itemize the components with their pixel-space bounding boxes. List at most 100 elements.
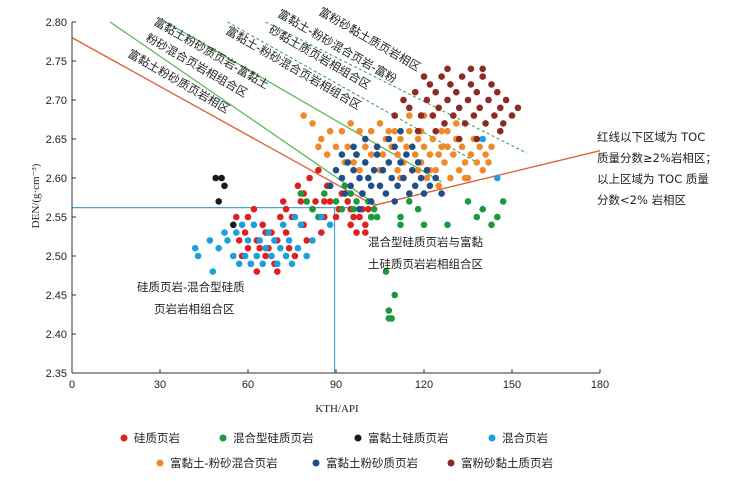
green-dashed-line-2	[265, 21, 527, 154]
point-s4-66	[315, 143, 322, 151]
point-s0-0	[233, 213, 240, 221]
point-s6-43	[420, 73, 428, 80]
y-tick-label-9: 2.80	[46, 17, 67, 29]
point-s1-27	[444, 221, 451, 229]
point-s4-48	[473, 159, 481, 166]
point-s4-7	[347, 120, 355, 127]
zone-label-lower-right-line1: 混合型硅质页岩与富黏	[368, 235, 483, 249]
point-s6-14	[453, 88, 460, 96]
point-s1-16	[373, 213, 381, 221]
point-s6-28	[494, 88, 501, 96]
point-s3-30	[297, 221, 305, 229]
x-tick-label-1: 30	[154, 379, 166, 391]
point-s1-19	[385, 307, 393, 314]
point-s5-15	[376, 182, 384, 190]
point-s0-6	[250, 205, 258, 213]
note-line4: 分数<2% 岩相区	[597, 193, 686, 207]
point-s4-21	[394, 151, 401, 158]
point-s4-46	[467, 151, 475, 158]
point-s0-38	[347, 221, 355, 229]
point-s6-35	[467, 65, 475, 73]
point-s4-6	[344, 143, 352, 151]
point-s1-9	[347, 190, 355, 197]
y-tick-label-4: 2.55	[46, 212, 67, 224]
point-s5-23	[400, 174, 407, 182]
point-s5-5	[347, 182, 355, 190]
point-s0-19	[285, 244, 293, 252]
point-s5-11	[365, 174, 372, 182]
point-s3-21	[271, 237, 278, 244]
point-s0-1	[235, 237, 243, 244]
point-s6-27	[491, 112, 498, 119]
legend-label-5: 富黏土粉砂质页岩	[326, 456, 418, 470]
point-s5-40	[338, 151, 346, 158]
point-s4-57	[453, 120, 460, 127]
point-s1-31	[488, 221, 495, 229]
y-tick-label-2: 2.45	[46, 290, 67, 302]
point-s6-6	[429, 112, 437, 119]
point-s5-9	[359, 190, 366, 197]
y-tick-label-0: 2.35	[46, 368, 67, 380]
point-s3-13	[247, 260, 255, 268]
point-s4-25	[406, 127, 413, 135]
point-s5-0	[326, 182, 334, 190]
green-line-1	[109, 21, 378, 206]
point-s4-34	[432, 166, 440, 174]
point-s3-31	[303, 252, 311, 260]
point-s5-16	[379, 166, 387, 174]
point-s5-18	[385, 159, 393, 166]
point-s5-29	[417, 174, 425, 182]
point-s3-27	[288, 260, 296, 268]
point-s3-19	[265, 229, 272, 236]
point-s4-30	[420, 143, 428, 151]
point-s3-23	[277, 244, 284, 252]
point-s0-46	[244, 213, 252, 221]
point-s1-6	[332, 198, 340, 205]
point-s5-33	[432, 174, 440, 182]
point-s3-3	[209, 268, 217, 275]
point-s2-2	[215, 198, 222, 205]
note-line2: 质量分数≥2%岩相区；	[597, 151, 717, 165]
point-s6-3	[417, 112, 425, 119]
point-s3-33	[318, 213, 325, 221]
y-tick-label-8: 2.75	[46, 56, 67, 68]
note-line1: 红线以下区域为 TOC	[597, 130, 705, 144]
point-s4-49	[476, 143, 484, 151]
point-s3-7	[230, 252, 237, 260]
legend-marker-6	[447, 459, 455, 467]
point-s3-9	[235, 260, 243, 268]
point-s6-42	[497, 127, 504, 135]
legend-marker-2	[354, 434, 362, 442]
point-s4-28	[414, 135, 422, 143]
point-s3-36	[479, 135, 487, 143]
point-s3-0	[191, 244, 199, 252]
note-line3: 以上区域为 TOC 质量	[597, 172, 709, 186]
point-s3-22	[274, 260, 281, 268]
point-s3-1	[194, 252, 202, 260]
point-s3-11	[241, 252, 249, 260]
point-s4-72	[385, 127, 393, 135]
point-s5-10	[362, 159, 369, 166]
point-s0-23	[297, 198, 305, 205]
point-s0-26	[306, 174, 313, 182]
point-s4-55	[414, 166, 422, 174]
point-s4-35	[435, 151, 443, 158]
point-s0-49	[282, 205, 290, 213]
point-s6-20	[470, 112, 478, 119]
point-s4-62	[367, 151, 375, 158]
point-s4-53	[488, 143, 495, 151]
point-s3-25	[282, 252, 290, 260]
point-s1-7	[338, 205, 346, 213]
legend-marker-4	[156, 459, 164, 467]
point-s1-22	[397, 221, 404, 229]
point-s6-22	[476, 104, 484, 112]
legend-marker-1	[219, 434, 227, 442]
point-s4-20	[391, 127, 399, 135]
point-s5-20	[391, 143, 399, 151]
point-s4-8	[350, 159, 357, 166]
x-tick-label-6: 180	[591, 379, 609, 391]
point-s5-30	[420, 190, 428, 197]
legend-label-4: 富黏土-粉砂混合页岩	[170, 456, 278, 470]
point-s1-21	[391, 291, 399, 299]
point-s1-29	[473, 213, 481, 221]
